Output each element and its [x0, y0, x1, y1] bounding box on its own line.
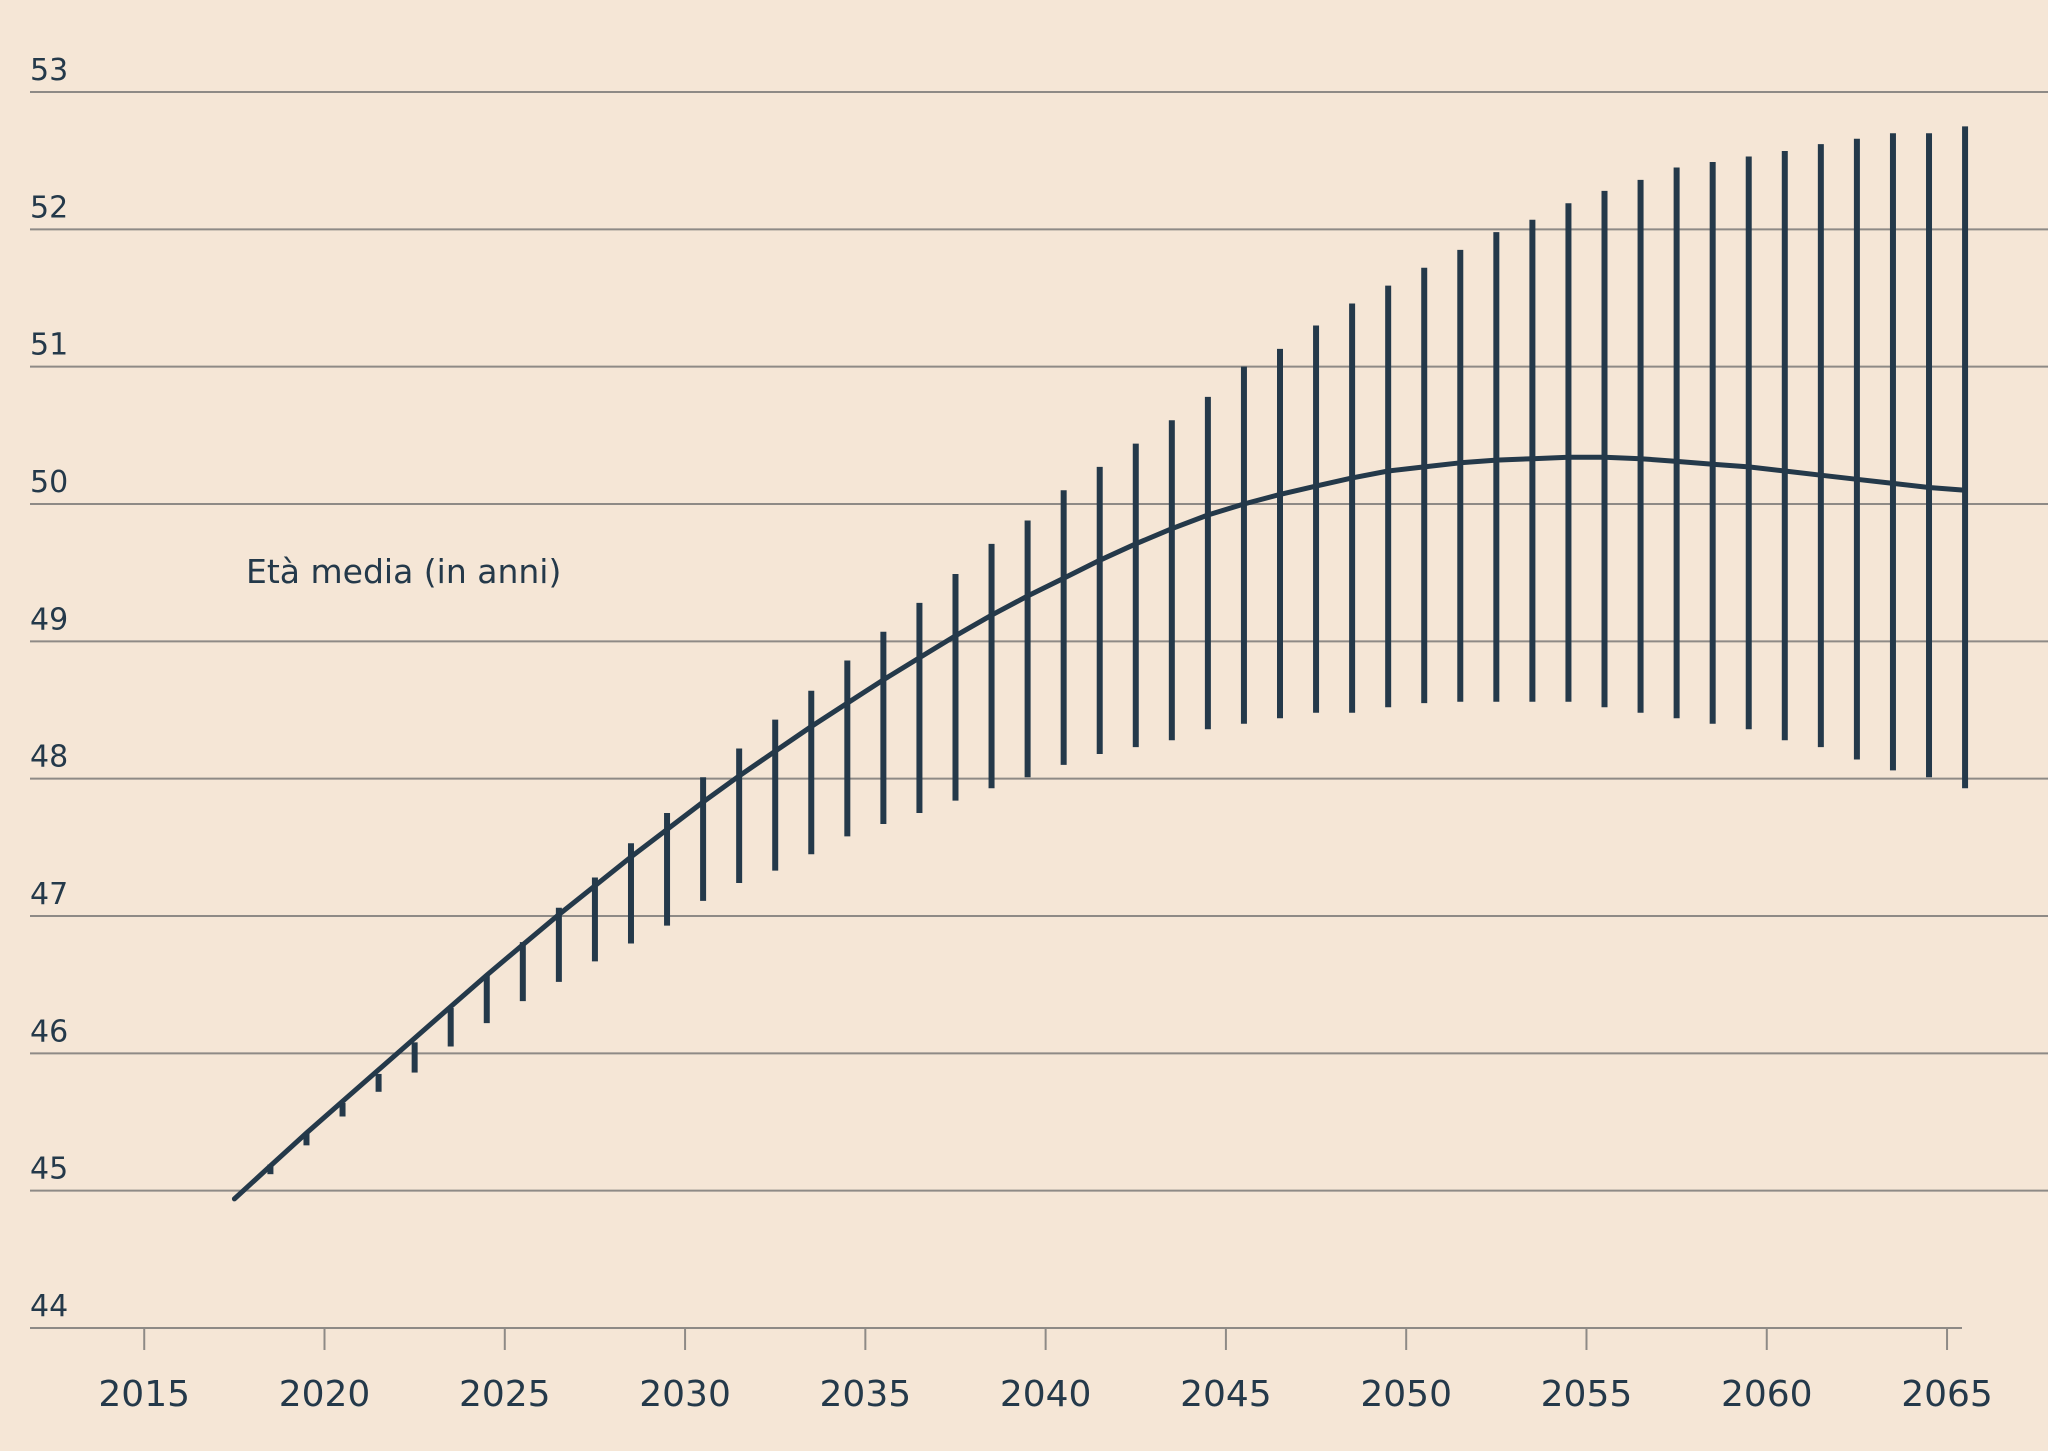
- x-tick-label: 2040: [1000, 1374, 1092, 1415]
- y-tick-label: 52: [30, 190, 68, 225]
- x-tick-label: 2030: [639, 1374, 731, 1415]
- x-tick-label: 2015: [98, 1374, 190, 1415]
- y-tick-label: 47: [30, 877, 68, 912]
- annotation-label: Età media (in anni): [246, 552, 561, 591]
- x-tick-label: 2035: [820, 1374, 912, 1415]
- x-tick-label: 2060: [1721, 1374, 1813, 1415]
- x-tick-label: 2055: [1541, 1374, 1633, 1415]
- series-lines: [231, 454, 1968, 1202]
- y-tick-label: 45: [30, 1152, 68, 1187]
- x-tick-label: 2065: [1901, 1374, 1993, 1415]
- x-tick-label: 2045: [1180, 1374, 1272, 1415]
- x-tick-label: 2020: [279, 1374, 371, 1415]
- y-tick-label: 49: [30, 602, 68, 637]
- y-tick-label: 46: [30, 1014, 68, 1049]
- y-tick-label: 53: [30, 53, 68, 88]
- y-tick-label: 44: [30, 1289, 68, 1324]
- y-axis-labels: 44 45 46 47 48 49 50 51 52 53: [30, 53, 68, 1324]
- interval-bars: [267, 126, 1969, 1175]
- x-tick-label: 2025: [459, 1374, 551, 1415]
- grid-lines: [30, 91, 2048, 1192]
- y-tick-label: 51: [30, 328, 68, 363]
- x-axis: 2015 2020 2025 2030 2035 2040 2045 2050 2055 2060…: [30, 1327, 1993, 1415]
- series-line: [231, 454, 1968, 1202]
- y-tick-label: 48: [30, 740, 68, 775]
- x-tick-label: 2050: [1360, 1374, 1452, 1415]
- y-tick-label: 50: [30, 465, 68, 500]
